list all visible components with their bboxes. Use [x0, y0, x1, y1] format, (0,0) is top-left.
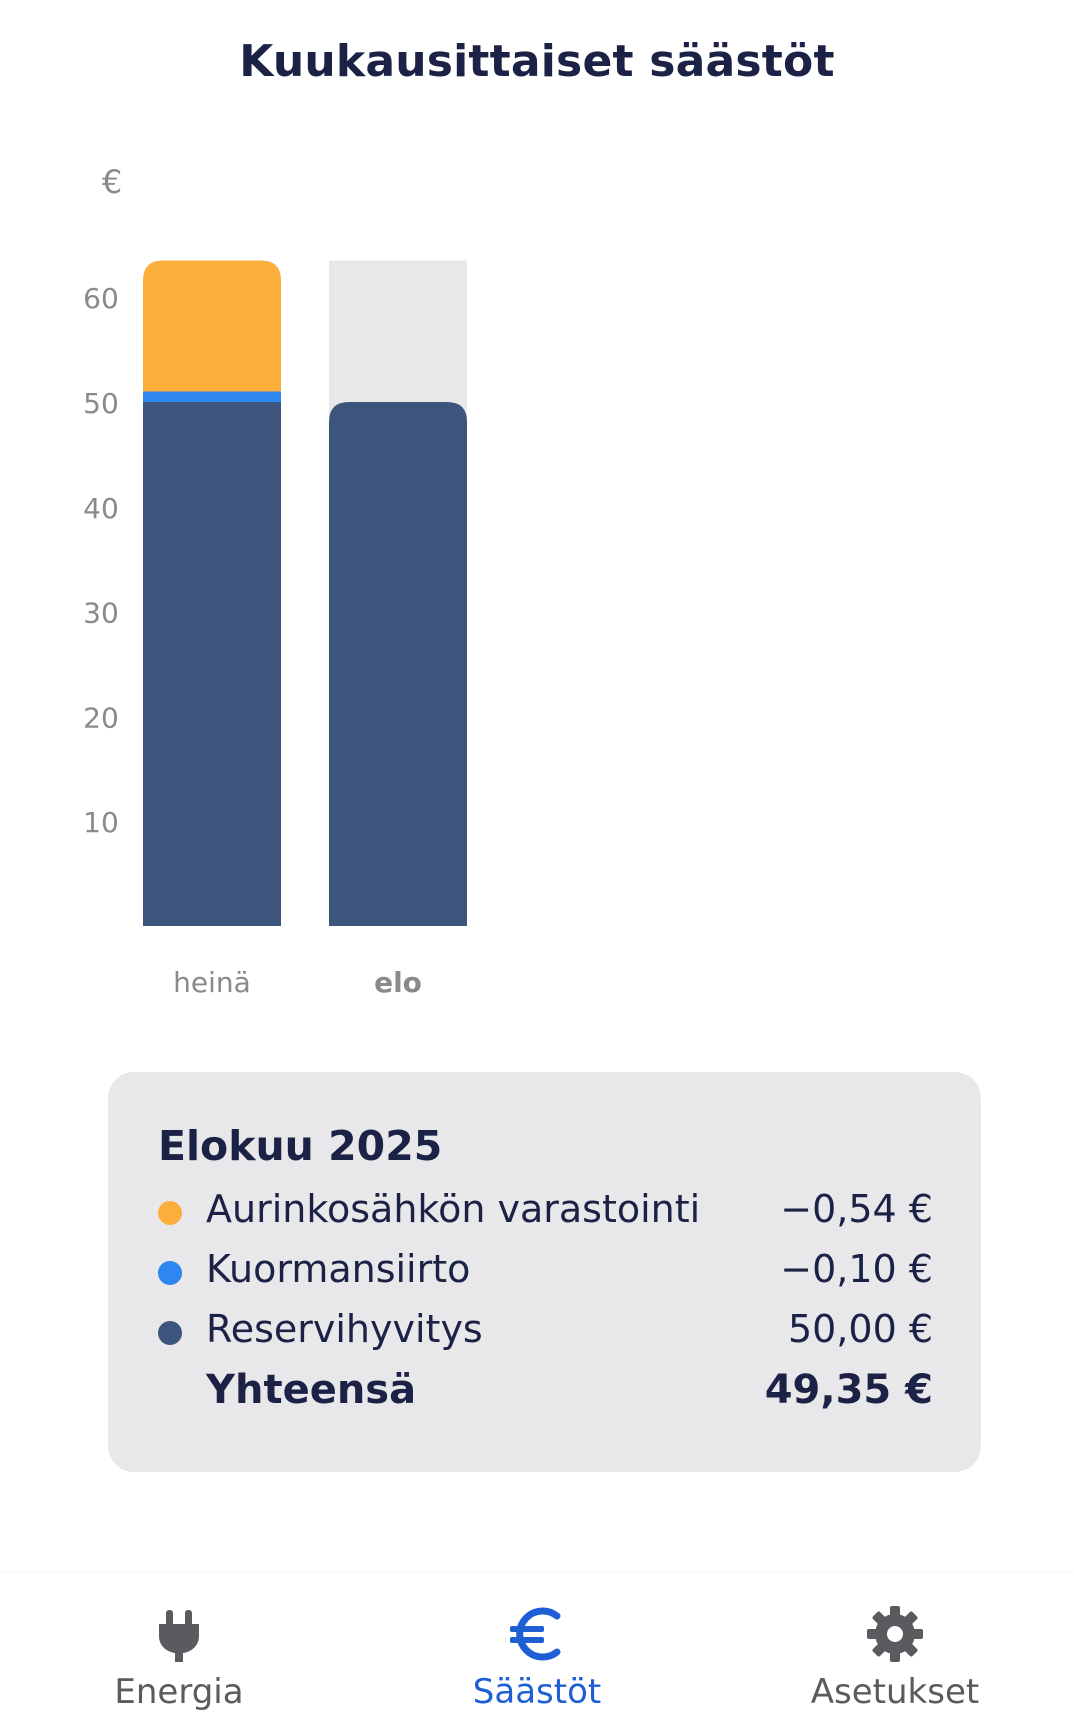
x-axis-labels: heinä elo	[173, 966, 422, 999]
y-tick-label: 30	[83, 597, 119, 630]
total-label: Yhteensä	[206, 1367, 417, 1413]
y-axis: €	[102, 163, 122, 201]
reserve-credit-dot	[158, 1321, 182, 1345]
summary-row-value: −0,54 €	[780, 1187, 933, 1231]
bar-segment-reservihyvitys	[329, 402, 467, 926]
summary-row-solar-storage: Aurinkosähkön varastointi −0,54 €	[108, 1179, 981, 1239]
y-axis-unit-label: €	[102, 163, 122, 201]
bars	[143, 260, 467, 926]
bottom-navigation: Energia Säästöt Asetukset	[0, 1574, 1074, 1724]
summary-card: Elokuu 2025 Aurinkosähkön varastointi −0…	[108, 1072, 981, 1472]
nav-item-energia[interactable]: Energia	[0, 1574, 358, 1724]
summary-title: Elokuu 2025	[158, 1122, 443, 1170]
summary-row-label: Reservihyvitys	[206, 1307, 483, 1351]
plug-icon	[159, 1610, 199, 1662]
bar-group-heinä[interactable]	[143, 260, 281, 926]
summary-row-reserve-credit: Reservihyvitys 50,00 €	[108, 1299, 981, 1359]
summary-row-value: 50,00 €	[787, 1307, 933, 1351]
y-tick-label: 20	[83, 701, 119, 734]
nav-item-asetukset[interactable]: Asetukset	[716, 1574, 1074, 1724]
bar-segment-reservihyvitys	[143, 402, 281, 926]
y-tick-label: 50	[83, 387, 119, 420]
summary-row-label: Kuormansiirto	[206, 1247, 471, 1291]
summary-row-label: Aurinkosähkön varastointi	[206, 1187, 701, 1231]
load-shift-dot	[158, 1261, 182, 1285]
summary-row-load-shift: Kuormansiirto −0,10 €	[108, 1239, 981, 1299]
solar-storage-dot	[158, 1201, 182, 1225]
page-title: Kuukausittaiset säästöt	[239, 36, 835, 87]
nav-item-saastot[interactable]: Säästöt	[358, 1574, 716, 1724]
y-tick-label: 40	[83, 492, 119, 525]
bar-group-elo[interactable]	[329, 260, 467, 926]
summary-row-total: Yhteensä 49,35 €	[108, 1359, 981, 1419]
nav-label: Säästöt	[472, 1672, 602, 1712]
nav-label: Asetukset	[810, 1672, 980, 1712]
y-axis-ticks: 10 20 30 40 50 60	[83, 282, 119, 839]
savings-chart: € 10 20 30 40 50 60 heinä elo	[83, 163, 467, 999]
y-tick-label: 60	[83, 282, 119, 315]
bar-segment-aurinkosähkön-varastointi	[143, 260, 281, 392]
nav-label: Energia	[114, 1672, 244, 1712]
euro-icon	[510, 1607, 561, 1661]
x-tick-label[interactable]: elo	[374, 966, 422, 999]
summary-row-value: −0,10 €	[780, 1247, 933, 1291]
gear-icon	[867, 1606, 923, 1662]
bar-segment-kuormansiirto	[143, 391, 281, 402]
total-value: 49,35 €	[764, 1367, 933, 1413]
y-tick-label: 10	[83, 806, 119, 839]
x-tick-label[interactable]: heinä	[173, 966, 251, 999]
